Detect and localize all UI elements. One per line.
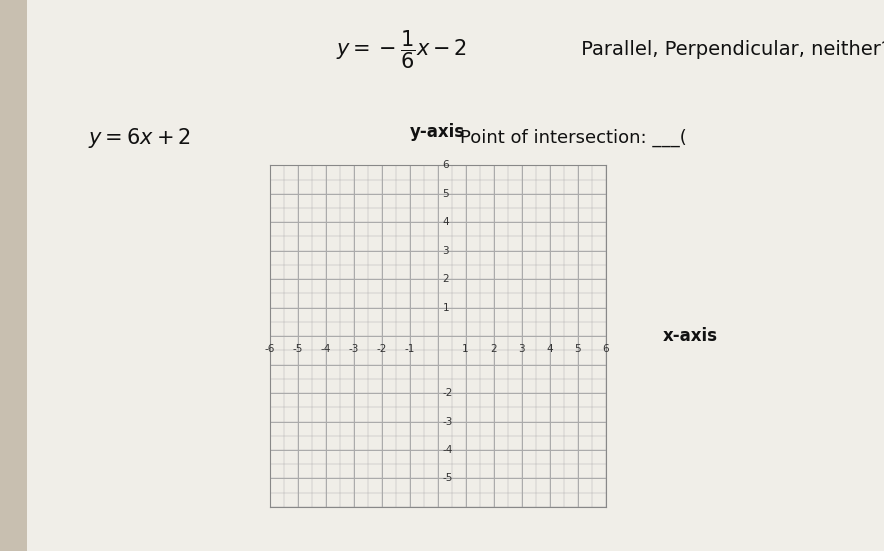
- Text: -5: -5: [293, 344, 303, 354]
- Text: $y = -\dfrac{1}{6}x - 2$: $y = -\dfrac{1}{6}x - 2$: [336, 28, 467, 71]
- Text: -6: -6: [264, 344, 275, 354]
- Text: -2: -2: [377, 344, 387, 354]
- Text: -3: -3: [348, 344, 359, 354]
- Text: -3: -3: [443, 417, 453, 426]
- Text: -4: -4: [443, 445, 453, 455]
- Text: 6: 6: [602, 344, 609, 354]
- Text: 1: 1: [462, 344, 469, 354]
- Text: x-axis: x-axis: [663, 327, 718, 345]
- Text: 4: 4: [443, 217, 449, 227]
- Text: 6: 6: [443, 160, 449, 170]
- Text: -5: -5: [443, 473, 453, 483]
- Text: y-axis: y-axis: [410, 122, 465, 141]
- Text: -1: -1: [404, 344, 415, 354]
- Text: -4: -4: [320, 344, 331, 354]
- Text: 2: 2: [443, 274, 449, 284]
- Text: 3: 3: [518, 344, 525, 354]
- Text: Point of intersection: ___(: Point of intersection: ___(: [460, 128, 687, 147]
- Text: 2: 2: [491, 344, 497, 354]
- Text: 5: 5: [443, 189, 449, 199]
- Text: Parallel, Perpendicular, neither?_: Parallel, Perpendicular, neither?_: [575, 40, 884, 60]
- Text: $y = 6x + 2$: $y = 6x + 2$: [88, 126, 191, 150]
- Text: 3: 3: [443, 246, 449, 256]
- Text: 5: 5: [575, 344, 581, 354]
- Text: 4: 4: [546, 344, 552, 354]
- Text: 1: 1: [443, 302, 449, 312]
- Text: -2: -2: [443, 388, 453, 398]
